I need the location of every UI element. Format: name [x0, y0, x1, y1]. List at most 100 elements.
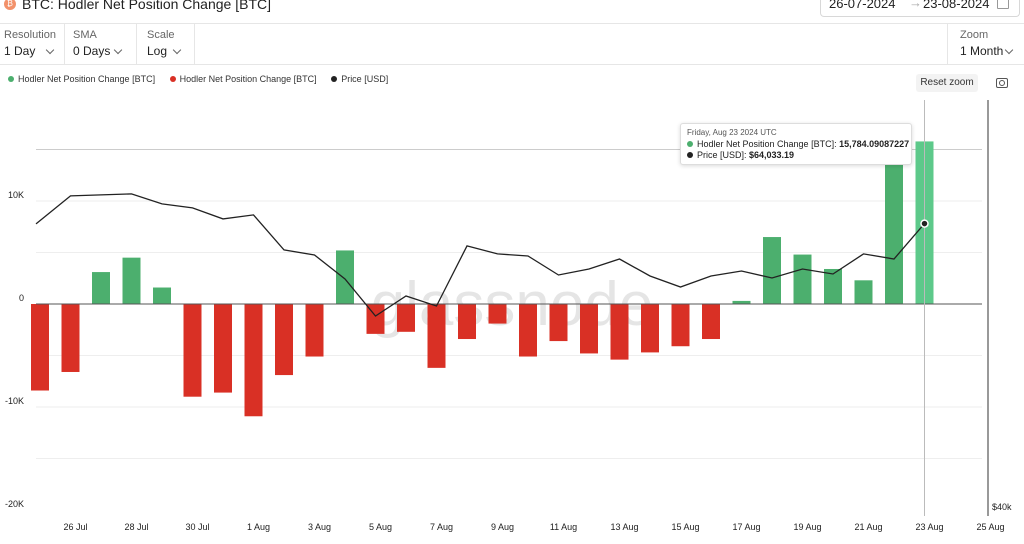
- calendar-icon[interactable]: [997, 0, 1009, 9]
- date-range-picker[interactable]: 26-07-2024 → 23-08-2024: [820, 0, 1020, 17]
- red-dot-icon: [169, 76, 176, 82]
- chevron-down-icon[interactable]: [113, 45, 123, 55]
- scale-select[interactable]: Scale Log: [136, 24, 195, 64]
- bar: [122, 257, 141, 304]
- end-date[interactable]: 23-08-2024: [923, 0, 990, 11]
- price-series-line: [35, 193, 925, 317]
- bar: [641, 304, 659, 353]
- x-tick-label: 1 Aug: [247, 522, 270, 532]
- bar: [702, 304, 720, 340]
- scale-label: Scale: [147, 29, 175, 41]
- y-tick-label: 0: [19, 293, 24, 303]
- bar: [61, 304, 80, 372]
- x-tick-label: 28 Jul: [124, 522, 148, 532]
- resolution-value[interactable]: 1 Day: [4, 44, 36, 58]
- y-tick-label: -10K: [5, 396, 24, 406]
- x-tick-label: 23 Aug: [915, 522, 943, 532]
- bar: [519, 304, 537, 357]
- bar: [92, 272, 110, 304]
- tooltip-line-1: Hodler Net Position Change [BTC]: 15,784…: [687, 139, 909, 149]
- bar: [336, 250, 354, 304]
- start-date[interactable]: 26-07-2024: [829, 0, 896, 11]
- chart-legend: Hodler Net Position Change [BTC] Hodler …: [8, 74, 400, 84]
- hover-point: [920, 219, 929, 228]
- tooltip-date: Friday, Aug 23 2024 UTC: [687, 128, 777, 137]
- x-tick-label: 25 Aug: [976, 522, 1004, 532]
- x-tick-label: 5 Aug: [369, 522, 392, 532]
- x-tick-label: 21 Aug: [854, 522, 882, 532]
- sma-label: SMA: [73, 29, 97, 41]
- resolution-label: Resolution: [4, 29, 56, 41]
- bar: [214, 304, 232, 393]
- tooltip-value-2: $64,033.19: [749, 150, 795, 160]
- y-tick-label: 10K: [8, 190, 24, 200]
- green-dot-icon: [8, 76, 14, 82]
- x-tick-label: 26 Jul: [63, 522, 87, 532]
- grid-lines: [36, 149, 982, 459]
- tooltip-label-1: Hodler Net Position Change [BTC]:: [697, 139, 840, 149]
- tooltip-line-2: Price [USD]: $64,033.19: [687, 150, 794, 160]
- camera-icon[interactable]: [996, 78, 1008, 88]
- zoom-select[interactable]: Zoom 1 Month: [947, 24, 1024, 64]
- reset-zoom-button[interactable]: Reset zoom: [916, 74, 978, 92]
- x-tick-label: 3 Aug: [308, 522, 331, 532]
- chevron-down-icon[interactable]: [1004, 45, 1014, 55]
- chevron-down-icon[interactable]: [45, 45, 55, 55]
- bar: [549, 304, 568, 342]
- zoom-label: Zoom: [960, 29, 989, 41]
- resolution-select[interactable]: Resolution 1 Day: [0, 24, 65, 64]
- controls-bar: Resolution 1 Day SMA 0 Days Scale Log Zo…: [0, 23, 1024, 65]
- bar: [397, 304, 415, 332]
- bar: [31, 304, 49, 391]
- black-dot-icon: [331, 76, 338, 82]
- x-tick-label: 7 Aug: [430, 522, 453, 532]
- legend-item-positive[interactable]: Hodler Net Position Change [BTC]: [8, 74, 155, 84]
- bar: [915, 141, 934, 304]
- bar: [885, 159, 903, 304]
- y-tick-label: -20K: [5, 499, 24, 509]
- legend-item-price[interactable]: Price [USD]: [331, 74, 388, 84]
- x-tick-labels: 26 Jul 28 Jul 30 Jul 1 Aug 3 Aug 5 Aug 7 Aug 9 …: [63, 522, 1004, 532]
- zoom-value[interactable]: 1 Month: [960, 44, 1004, 58]
- bar: [610, 304, 629, 360]
- bar: [671, 304, 690, 347]
- bars-group: [31, 141, 934, 417]
- sma-select[interactable]: SMA 0 Days: [64, 24, 137, 64]
- page-title: BTC: Hodler Net Position Change [BTC]: [22, 0, 271, 12]
- bar: [824, 268, 842, 304]
- bar: [427, 304, 446, 368]
- bar: [488, 304, 507, 324]
- arrow-right-icon: →: [909, 0, 922, 10]
- x-tick-label: 11 Aug: [550, 522, 577, 532]
- black-dot-icon: [687, 152, 693, 158]
- bar: [366, 304, 385, 334]
- bar: [793, 254, 812, 304]
- legend-item-negative[interactable]: Hodler Net Position Change [BTC]: [169, 74, 317, 84]
- bitcoin-logo-icon: ₿: [4, 0, 16, 10]
- bar: [580, 304, 598, 354]
- bar: [763, 237, 781, 304]
- x-tick-label: 13 Aug: [610, 522, 638, 532]
- x-tick-label: 9 Aug: [491, 522, 514, 532]
- x-tick-label: 19 Aug: [793, 522, 821, 532]
- sma-value[interactable]: 0 Days: [73, 44, 111, 58]
- scale-value[interactable]: Log: [147, 44, 168, 58]
- x-tick-label: 30 Jul: [185, 522, 209, 532]
- right-axis-label: $40k: [992, 502, 1012, 512]
- legend-label-price: Price [USD]: [341, 74, 389, 84]
- green-dot-icon: [687, 141, 693, 147]
- tooltip: Friday, Aug 23 2024 UTC Hodler Net Posit…: [680, 123, 912, 165]
- watermark: glassnode: [371, 270, 654, 339]
- header-bar: ₿ BTC: Hodler Net Position Change [BTC] …: [0, 0, 1024, 22]
- bar: [458, 304, 476, 340]
- bar: [153, 287, 171, 304]
- bar: [732, 300, 751, 304]
- legend-label-positive: Hodler Net Position Change [BTC]: [18, 74, 156, 84]
- legend-label-negative: Hodler Net Position Change [BTC]: [179, 74, 317, 84]
- bar: [854, 280, 873, 304]
- tooltip-value-1: 15,784.09087227: [839, 139, 910, 149]
- chevron-down-icon[interactable]: [172, 45, 182, 55]
- bar: [305, 304, 324, 357]
- tooltip-label-2: Price [USD]:: [697, 150, 750, 160]
- bar: [183, 304, 202, 397]
